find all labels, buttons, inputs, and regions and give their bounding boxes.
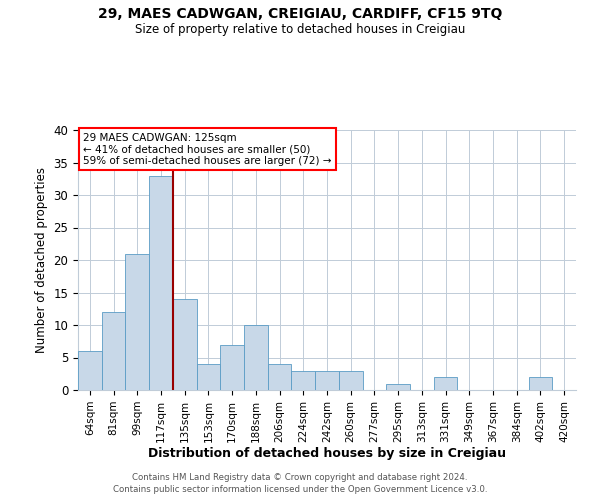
Y-axis label: Number of detached properties: Number of detached properties — [35, 167, 48, 353]
Text: Contains HM Land Registry data © Crown copyright and database right 2024.: Contains HM Land Registry data © Crown c… — [132, 472, 468, 482]
Bar — [529, 377, 552, 390]
Bar — [244, 325, 268, 390]
Bar — [386, 384, 410, 390]
Bar — [315, 370, 339, 390]
Text: 29 MAES CADWGAN: 125sqm
← 41% of detached houses are smaller (50)
59% of semi-de: 29 MAES CADWGAN: 125sqm ← 41% of detache… — [83, 132, 331, 166]
Text: Size of property relative to detached houses in Creigiau: Size of property relative to detached ho… — [135, 22, 465, 36]
Bar — [78, 351, 102, 390]
Bar — [125, 254, 149, 390]
Bar — [197, 364, 220, 390]
Bar — [434, 377, 457, 390]
Bar — [339, 370, 362, 390]
Text: 29, MAES CADWGAN, CREIGIAU, CARDIFF, CF15 9TQ: 29, MAES CADWGAN, CREIGIAU, CARDIFF, CF1… — [98, 8, 502, 22]
Text: Distribution of detached houses by size in Creigiau: Distribution of detached houses by size … — [148, 448, 506, 460]
Bar — [220, 344, 244, 390]
Bar — [102, 312, 125, 390]
Bar — [292, 370, 315, 390]
Bar — [268, 364, 292, 390]
Text: Contains public sector information licensed under the Open Government Licence v3: Contains public sector information licen… — [113, 485, 487, 494]
Bar — [149, 176, 173, 390]
Bar — [173, 299, 197, 390]
